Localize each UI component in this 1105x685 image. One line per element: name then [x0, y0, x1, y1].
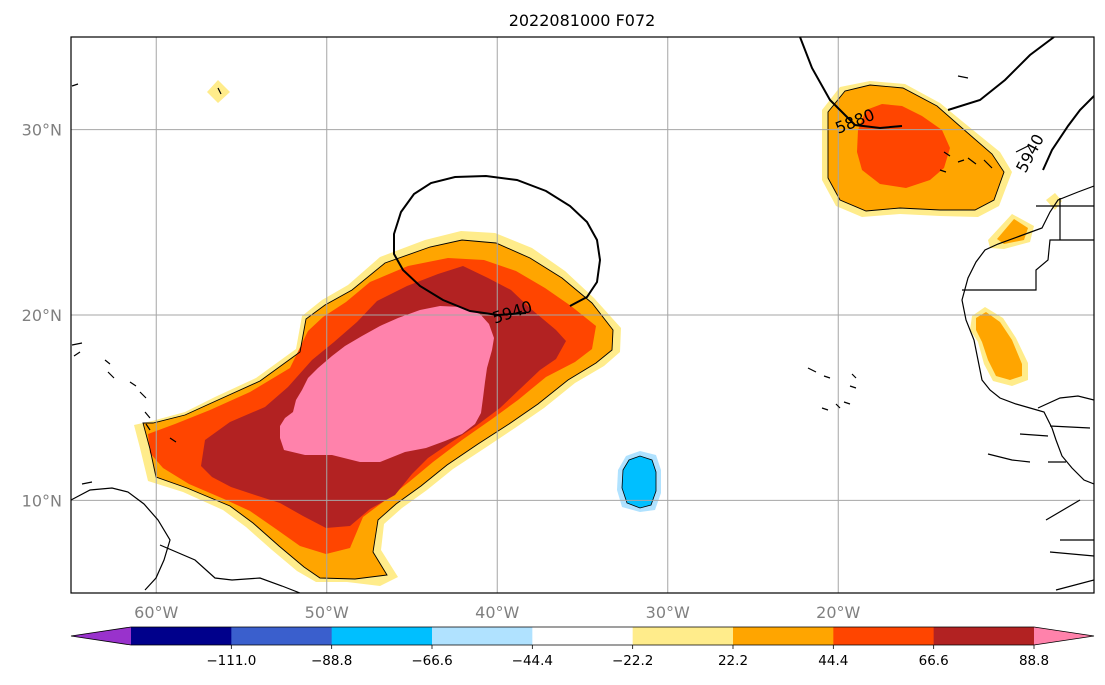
lon-tick-label: 60°W: [134, 603, 178, 622]
colorbar-tick-label: 44.4: [818, 653, 848, 669]
colorbar-bin: [733, 627, 834, 645]
coastline-south-america: [71, 487, 301, 593]
anomaly-fill-red-orange: [857, 104, 950, 188]
anomaly-shading-negative-blob: [617, 451, 661, 512]
coastlines: [71, 75, 1094, 593]
coastline-cape-verde: [807, 367, 857, 411]
colorbar-bin: [231, 627, 333, 645]
anomaly-shading-mauritania: [970, 307, 1028, 386]
lat-tick-label: 10°N: [22, 491, 62, 510]
map-frame: [70, 36, 1095, 594]
lon-tick-label: 40°W: [475, 603, 519, 622]
colorbar-extend-high: [1034, 627, 1094, 645]
coastline-western-sahara-border: [962, 198, 1094, 291]
anomaly-outline: [827, 84, 1005, 212]
colorbar-bin: [131, 627, 232, 645]
latitude-tick-labels: 10°N 20°N 30°N: [22, 121, 62, 511]
colorbar-tick-label: 88.8: [1019, 653, 1049, 669]
anomaly-shading-canary-blob: [822, 81, 1012, 217]
coastline-azores: [71, 75, 969, 95]
colorbar-bin: [933, 627, 1035, 645]
colorbar-tick-label: 66.6: [919, 653, 949, 669]
anomaly-fill-pink: [280, 306, 494, 462]
colorbar-bin: [532, 627, 634, 645]
longitude-tick-labels: 60°W 50°W 40°W 30°W 20°W: [134, 603, 860, 622]
colorbar-bin: [632, 627, 734, 645]
colorbar-extend-low: [71, 627, 131, 645]
colorbar-tick-label: −44.4: [512, 653, 553, 669]
colorbar-tick-label: −22.2: [612, 653, 653, 669]
lat-tick-label: 30°N: [22, 121, 62, 140]
lat-tick-label: 20°N: [22, 306, 62, 325]
lon-tick-label: 30°W: [646, 603, 690, 622]
map-gridlines: [71, 37, 1094, 593]
colorbar-bin: [833, 627, 935, 645]
colorbar-bin: [331, 627, 433, 645]
colorbar-tick-label: −66.6: [411, 653, 452, 669]
anomaly-outline: [142, 239, 614, 580]
lon-tick-label: 50°W: [305, 603, 349, 622]
geopotential-contours: [393, 37, 1094, 317]
coastline-africa: [961, 185, 1094, 591]
colorbar-tick-label: −111.0: [206, 653, 256, 669]
contour-5880: [799, 37, 1055, 130]
colorbar-outline: [70, 626, 1095, 646]
colorbar-tick-label: −88.8: [311, 653, 352, 669]
anomaly-shading-main-blob: [134, 231, 621, 586]
lon-tick-label: 20°W: [816, 603, 860, 622]
contour-5940-ring: [393, 174, 602, 317]
colorbar: −111.0 −88.8 −66.6 −44.4 −22.2 22.2 44.4 66.6 88…: [70, 626, 1095, 669]
coastline-canary-islands: [939, 145, 1029, 173]
colorbar-tick-label: 22.2: [718, 653, 748, 669]
coastline-caribbean-islands: [71, 342, 177, 485]
colorbar-bin: [432, 627, 533, 645]
anomaly-shading-western-sahara: [988, 214, 1034, 249]
figure-title: 2022081000 F072: [509, 11, 656, 30]
contour-5940-east: [1042, 95, 1094, 171]
